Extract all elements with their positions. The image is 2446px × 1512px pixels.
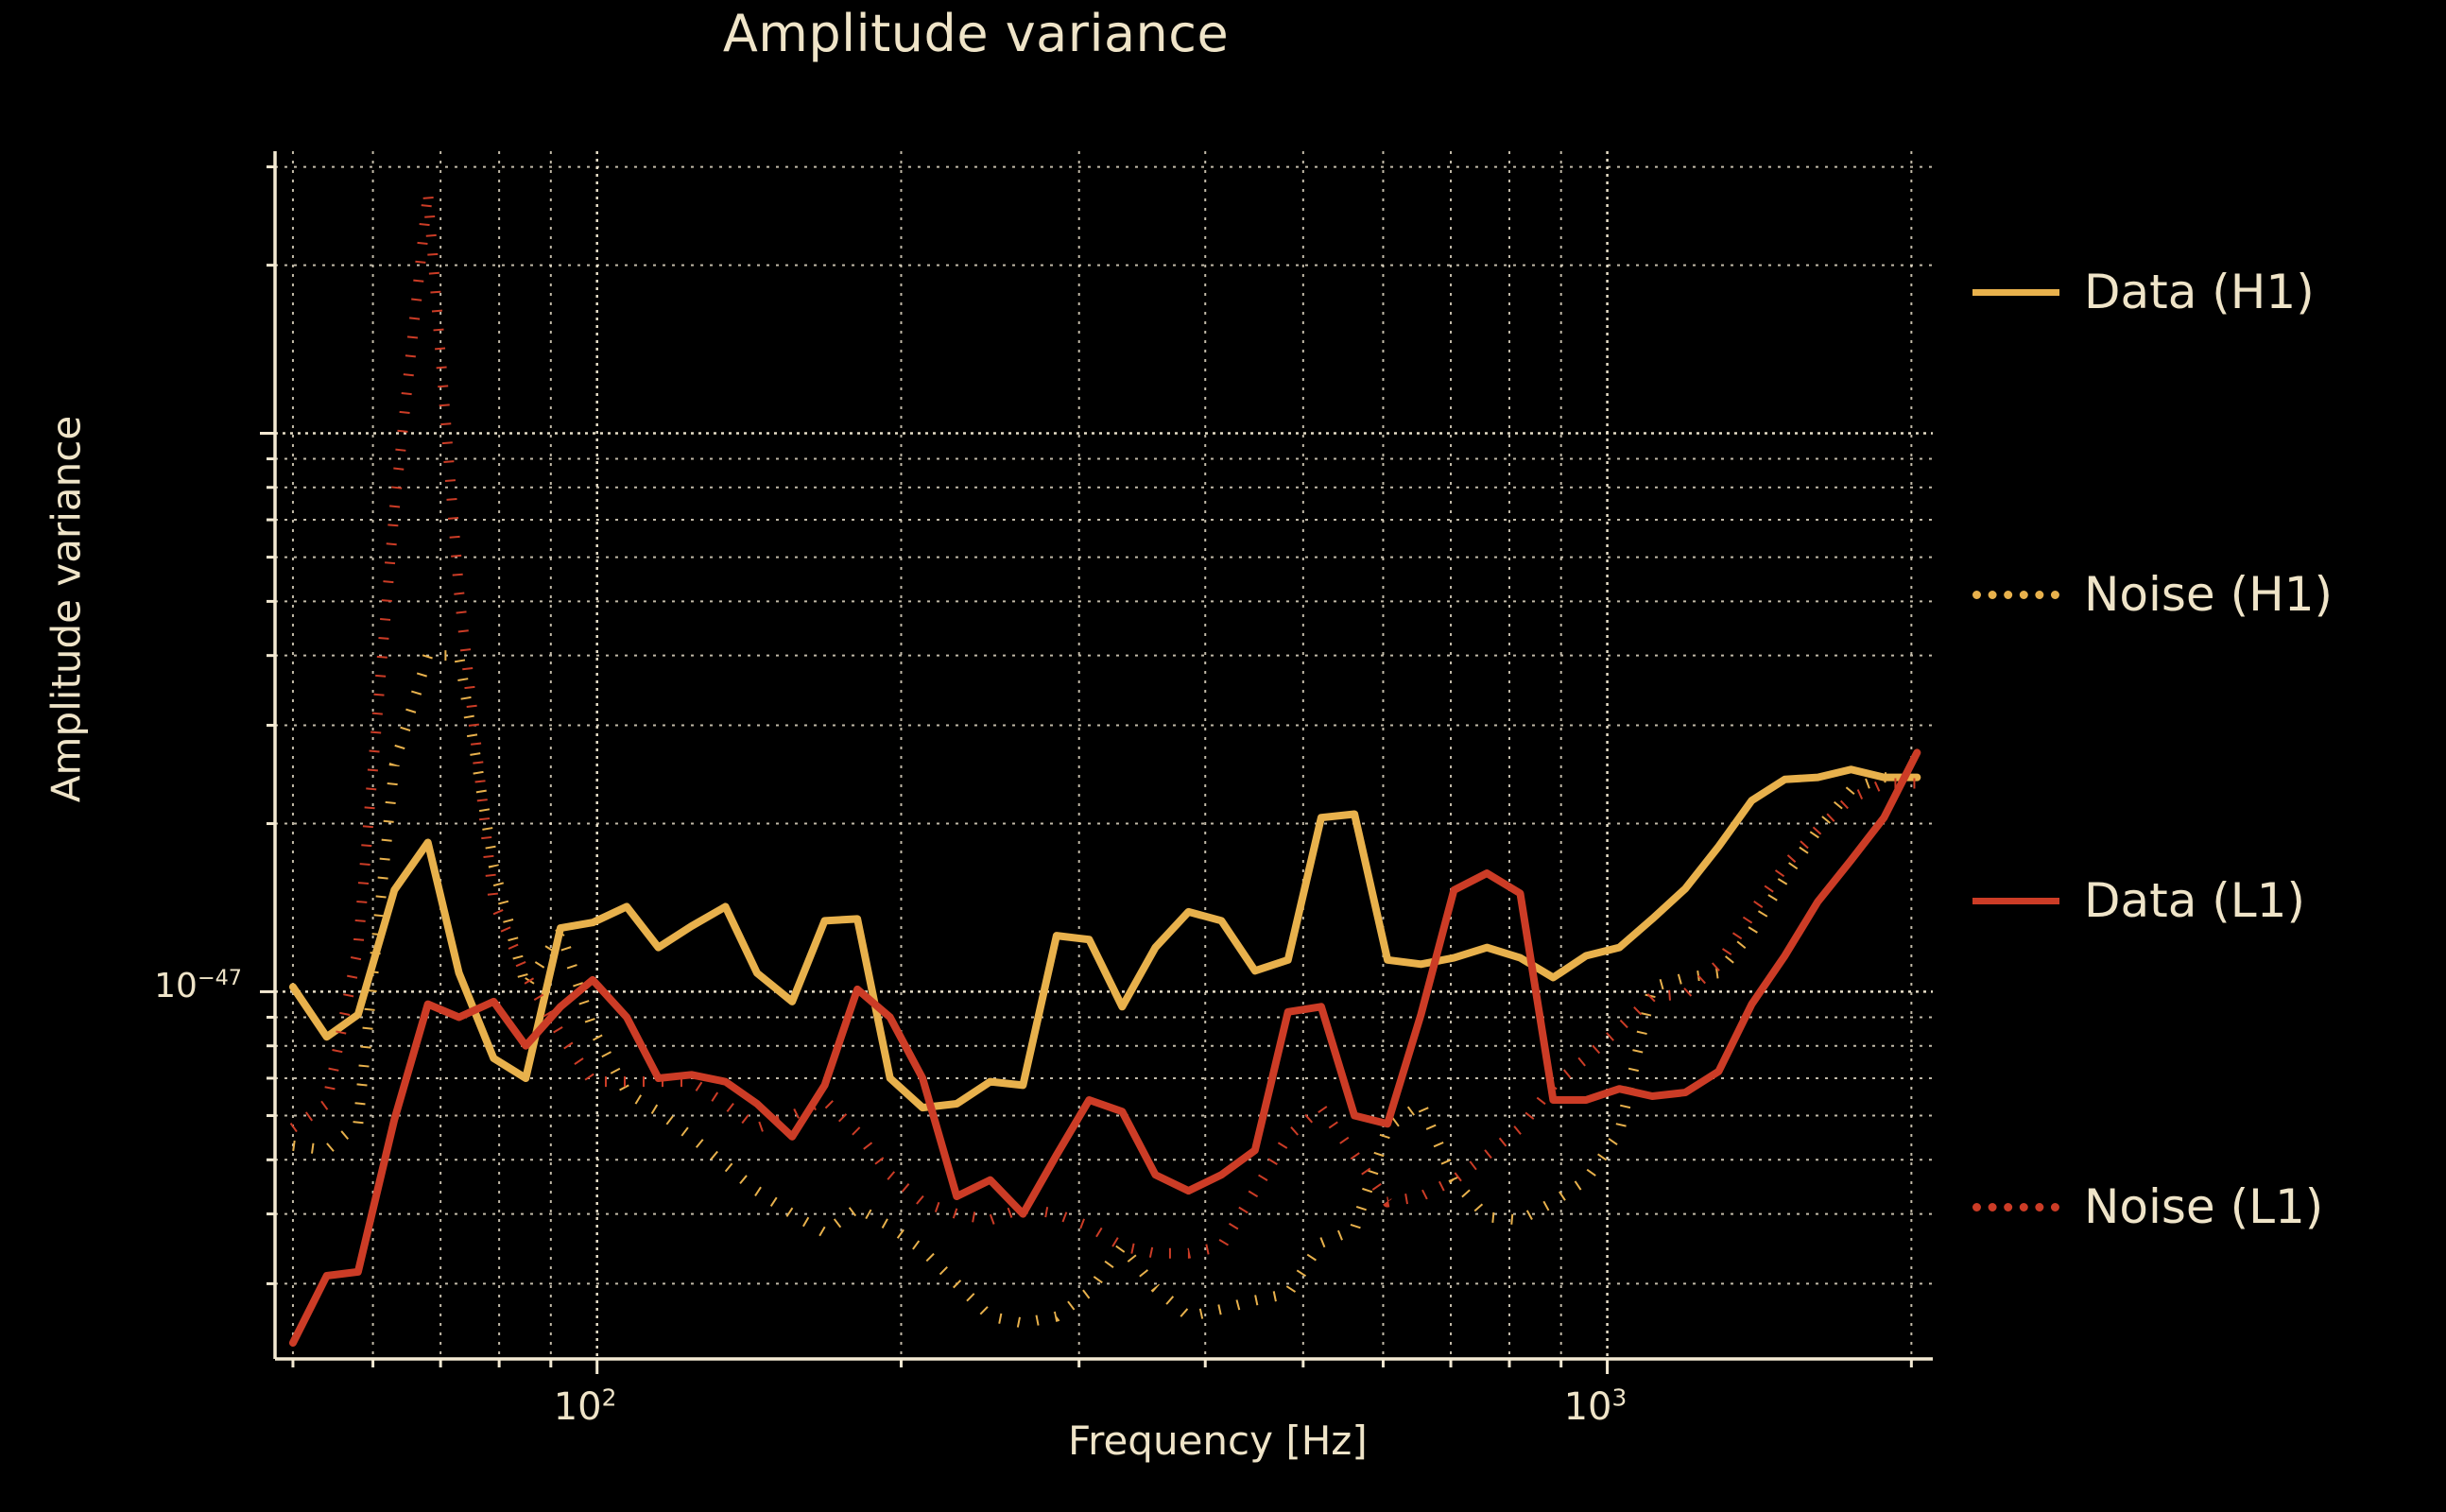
legend-label-noise-l1: Noise (L1)	[2084, 1179, 2324, 1234]
series-line-data-l1	[288, 748, 1921, 1348]
series-line-noise-h1	[292, 650, 1918, 1329]
legend-label-noise-h1: Noise (H1)	[2084, 567, 2334, 622]
chart-title: Amplitude variance	[722, 4, 1230, 63]
legend-label-data-l1: Data (L1)	[2084, 873, 2305, 928]
x-tick-label-100: 102	[553, 1383, 617, 1429]
legend: Data (H1) Noise (H1) Data (L1) Noise (L1…	[1972, 0, 2445, 1512]
legend-swatch-data-h1	[1972, 288, 2059, 296]
legend-swatch-data-l1	[1972, 897, 2059, 904]
legend-entry-data-l1[interactable]: Data (L1)	[1972, 873, 2305, 928]
y-tick-label-1e-47: 10−47	[154, 966, 242, 1006]
legend-label-data-h1: Data (H1)	[2084, 265, 2315, 319]
legend-entry-noise-h1[interactable]: Noise (H1)	[1972, 567, 2333, 622]
gridlines	[275, 151, 1933, 1359]
x-axis-label: Frequency [Hz]	[1068, 1418, 1368, 1464]
series-line-data-h1	[288, 765, 1921, 1112]
x-tick-label-1000: 103	[1563, 1383, 1628, 1429]
legend-entry-noise-l1[interactable]: Noise (L1)	[1972, 1179, 2323, 1234]
legend-entry-data-h1[interactable]: Data (H1)	[1972, 265, 2315, 319]
legend-swatch-noise-h1	[1972, 590, 2059, 599]
legend-swatch-noise-l1	[1972, 1202, 2059, 1211]
